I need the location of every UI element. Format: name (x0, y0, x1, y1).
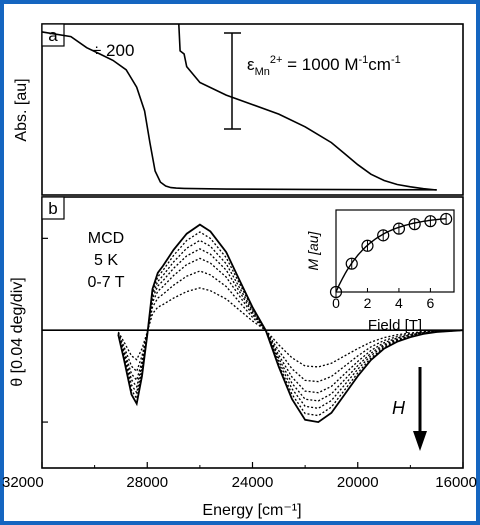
panel-b-ylabel: θ [0.04 deg/div] (9, 277, 26, 386)
panel-a: a Abs. [au] ÷ 200 εMn2+ = 1000 M-1cm-1 (13, 23, 464, 196)
panel-b-xticks: 32000 28000 24000 20000 16000 (2, 462, 477, 491)
epsilon-label: εMn2+ = 1000 M-1cm-1 (247, 54, 401, 78)
panel-b-label: b (48, 199, 57, 218)
inset-x-tick-label: 2 (364, 295, 372, 311)
x-tick-label: 32000 (2, 474, 44, 491)
panel-a-label: a (48, 26, 58, 45)
inset-x-tick-label: 0 (332, 295, 340, 311)
scale-annotation: ÷ 200 (92, 41, 134, 60)
field-range-label: 0-7 T (87, 274, 124, 291)
panel-b-label-box (41, 196, 65, 220)
mcd-label: MCD (88, 230, 124, 247)
inset-fit-curve (335, 218, 447, 293)
inset-content: 0 2 4 6 (329, 212, 453, 311)
panel-a-ylabel: Abs. [au] (13, 78, 30, 141)
epsilon-scale-bar (224, 32, 241, 130)
field-arrow (413, 367, 427, 451)
temperature-label: 5 K (94, 252, 118, 269)
x-tick-label: 24000 (232, 474, 274, 491)
x-tick-label: 28000 (126, 474, 168, 491)
inset-ylabel: M [au] (305, 230, 321, 270)
mcd-curve-2 (117, 231, 464, 417)
inset-x-tick-label: 6 (427, 295, 435, 311)
x-axis-label: Energy [cm⁻¹] (202, 502, 301, 519)
x-tick-label: 20000 (337, 474, 379, 491)
mcd-curve-7 (117, 287, 464, 368)
x-tick-label: 16000 (435, 474, 477, 491)
magnetization-inset: M [au] Field [T] 0 2 4 6 (305, 209, 455, 334)
inset-xlabel: Field [T] (368, 317, 422, 334)
inset-x-tick-label: 4 (395, 295, 403, 311)
panel-a-lines (41, 23, 437, 191)
panel-b: b θ [0.04 deg/div] MCD 5 K 0-7 T 32000 28… (2, 196, 477, 519)
absorption-series-2 (178, 23, 437, 191)
field-arrow-label: H (392, 398, 406, 418)
panel-b-lines (42, 223, 464, 424)
panel-a-border (41, 23, 464, 196)
absorption-series-1 (41, 31, 437, 191)
inset-plot-area (335, 209, 455, 293)
